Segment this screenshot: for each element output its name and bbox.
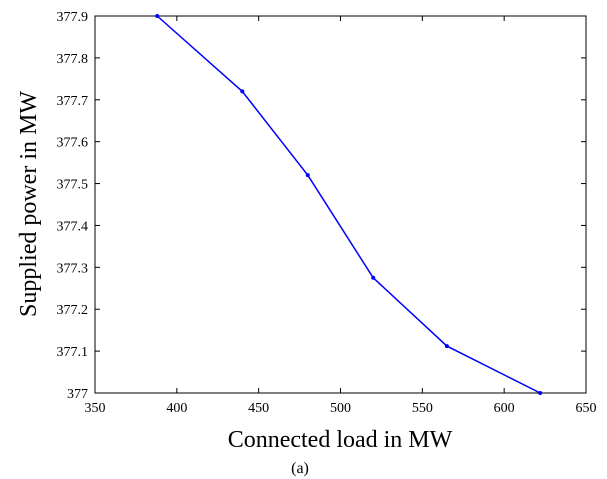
- data-point: [305, 173, 310, 178]
- y-tick-label: 377.7: [57, 94, 89, 109]
- y-tick-label: 377.3: [57, 261, 89, 276]
- y-tick-label: 377: [67, 387, 88, 402]
- series-layer: [155, 14, 543, 395]
- x-tick-label: 500: [330, 401, 351, 416]
- x-axis-title: Connected load in MW: [228, 427, 453, 453]
- x-tick-label: 650: [576, 401, 597, 416]
- y-tick-label: 377.2: [57, 303, 89, 318]
- y-tick-label: 377.4: [57, 219, 89, 234]
- y-tick-labels: 377 377.1 377.2 377.3 377.4 377.5 377.6 377.7 37…: [57, 10, 89, 402]
- data-point: [444, 344, 449, 349]
- x-tick-label: 350: [85, 401, 106, 416]
- axis-ticks: [94, 15, 587, 394]
- data-point: [155, 14, 160, 18]
- y-tick-label: 377.8: [57, 52, 89, 67]
- y-tick-label: 377.1: [57, 345, 89, 360]
- x-tick-label: 400: [166, 401, 187, 416]
- x-tick-label: 550: [412, 401, 433, 416]
- x-tick-labels: 350 400 450 500 550 600 650: [85, 401, 597, 416]
- series-line: [156, 15, 541, 394]
- figure-caption: (a): [291, 460, 309, 477]
- x-tick-label: 450: [248, 401, 269, 416]
- plot-area: [94, 15, 587, 394]
- data-point: [371, 275, 376, 280]
- data-point: [538, 391, 543, 395]
- data-point: [240, 89, 245, 94]
- y-axis-title: Supplied power in MW: [16, 91, 42, 317]
- y-tick-label: 377.9: [57, 10, 89, 25]
- x-tick-label: 600: [494, 401, 515, 416]
- y-tick-label: 377.5: [57, 178, 89, 193]
- y-tick-label: 377.6: [57, 136, 89, 151]
